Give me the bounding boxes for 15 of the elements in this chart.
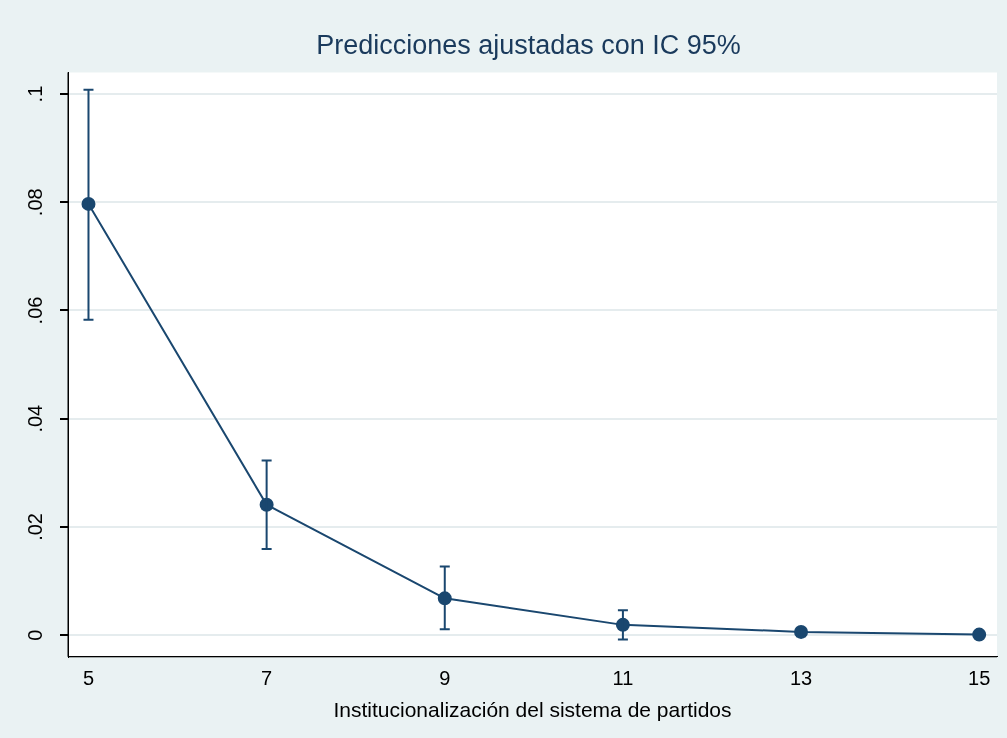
y-tick-label: .08 xyxy=(23,188,46,217)
y-tick-label: .06 xyxy=(23,296,46,325)
x-tick-label: 15 xyxy=(968,667,991,690)
point xyxy=(972,627,987,642)
x-tick-label: 11 xyxy=(612,667,634,690)
x-tick-label: 5 xyxy=(82,667,95,690)
y-tick-label: .02 xyxy=(23,513,46,541)
x-tick-label: 9 xyxy=(439,667,451,690)
y-tick-label: .1 xyxy=(23,85,46,103)
x-tick-label: 7 xyxy=(261,667,273,690)
y-tick-label: .04 xyxy=(23,404,46,433)
chart-title: Predicciones ajustadas con IC 95% xyxy=(316,29,741,60)
x-axis-title: Institucionalización del sistema de partidos xyxy=(333,698,732,722)
x-tick-label: 13 xyxy=(789,667,813,690)
y-tick-label: 0 xyxy=(23,629,46,641)
